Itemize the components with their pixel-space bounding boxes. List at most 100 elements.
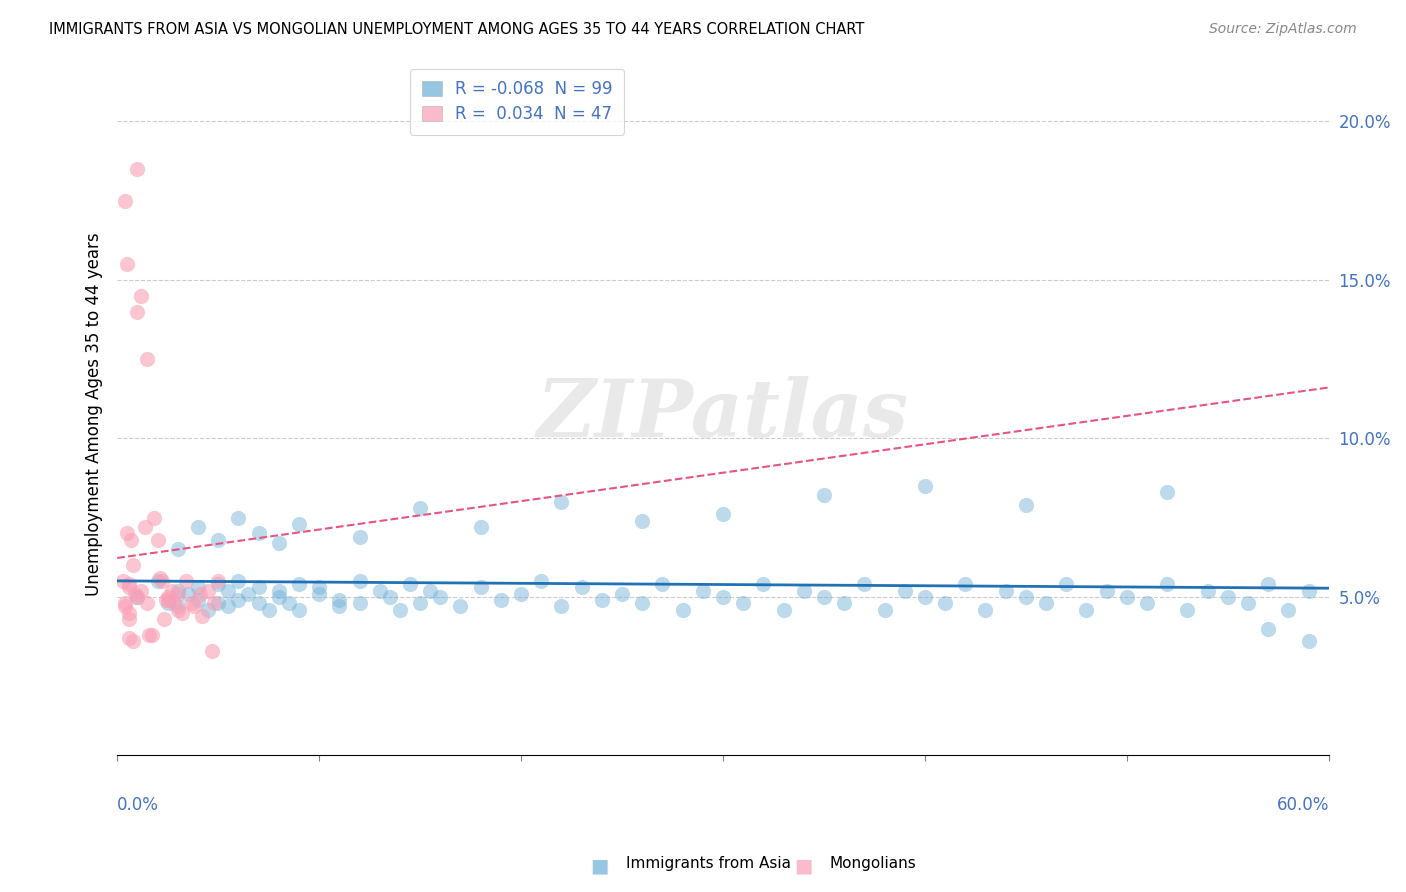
Point xyxy=(489,593,512,607)
Point xyxy=(1076,602,1098,616)
Text: Source: ZipAtlas.com: Source: ZipAtlas.com xyxy=(1209,22,1357,37)
Point xyxy=(118,606,141,620)
Point xyxy=(197,602,219,616)
Point xyxy=(429,590,451,604)
Point xyxy=(134,520,156,534)
Point xyxy=(127,590,149,604)
Point xyxy=(152,612,174,626)
Point xyxy=(893,583,915,598)
Point xyxy=(247,580,270,594)
Point xyxy=(419,583,441,598)
Point xyxy=(651,577,673,591)
Point xyxy=(550,599,572,614)
Legend: R = -0.068  N = 99, R =  0.034  N = 47: R = -0.068 N = 99, R = 0.034 N = 47 xyxy=(411,69,624,135)
Point xyxy=(1095,583,1118,598)
Point xyxy=(349,530,371,544)
Point xyxy=(138,628,160,642)
Point xyxy=(974,602,997,616)
Point xyxy=(156,593,179,607)
Point xyxy=(267,536,290,550)
Point xyxy=(914,590,936,604)
Point xyxy=(308,587,330,601)
Point xyxy=(228,510,250,524)
Point xyxy=(328,599,350,614)
Point xyxy=(832,596,855,610)
Point xyxy=(470,520,492,534)
Point xyxy=(328,593,350,607)
Point xyxy=(571,580,593,594)
Point xyxy=(166,602,188,616)
Point xyxy=(550,495,572,509)
Point xyxy=(118,612,141,626)
Point xyxy=(1177,602,1199,616)
Point xyxy=(308,580,330,594)
Point xyxy=(1054,577,1077,591)
Point xyxy=(156,596,179,610)
Point xyxy=(155,593,177,607)
Point xyxy=(1015,590,1038,604)
Point xyxy=(166,583,188,598)
Point xyxy=(114,194,136,208)
Point xyxy=(530,574,553,588)
Text: Immigrants from Asia: Immigrants from Asia xyxy=(626,856,790,871)
Point xyxy=(1035,596,1057,610)
Point xyxy=(146,574,169,588)
Point xyxy=(1298,634,1320,648)
Text: 0.0%: 0.0% xyxy=(117,797,159,814)
Point xyxy=(136,352,159,367)
Point xyxy=(118,631,141,645)
Point xyxy=(450,599,472,614)
Point xyxy=(201,644,224,658)
Point xyxy=(170,606,193,620)
Point xyxy=(1136,596,1159,610)
Point xyxy=(183,599,205,614)
Point xyxy=(399,577,422,591)
Point xyxy=(166,587,188,601)
Point xyxy=(174,574,197,588)
Point xyxy=(1115,590,1137,604)
Point xyxy=(409,501,432,516)
Point xyxy=(127,161,149,176)
Point xyxy=(127,590,149,604)
Point xyxy=(853,577,876,591)
Text: Mongolians: Mongolians xyxy=(830,856,917,871)
Point xyxy=(142,510,165,524)
Point xyxy=(197,583,219,598)
Point xyxy=(120,533,142,547)
Point xyxy=(692,583,714,598)
Point xyxy=(349,596,371,610)
Point xyxy=(610,587,633,601)
Point xyxy=(114,596,136,610)
Point xyxy=(180,596,202,610)
Point xyxy=(257,602,280,616)
Point xyxy=(146,533,169,547)
Point xyxy=(772,602,794,616)
Point xyxy=(124,587,146,601)
Point xyxy=(1015,498,1038,512)
Point xyxy=(591,593,613,607)
Point xyxy=(131,583,153,598)
Point xyxy=(388,602,411,616)
Point xyxy=(1197,583,1219,598)
Point xyxy=(207,533,229,547)
Point xyxy=(228,593,250,607)
Point xyxy=(914,479,936,493)
Point xyxy=(752,577,775,591)
Point xyxy=(813,488,835,502)
Point xyxy=(955,577,977,591)
Point xyxy=(671,602,693,616)
Point xyxy=(409,596,432,610)
Point xyxy=(156,590,179,604)
Point xyxy=(188,587,211,601)
Point xyxy=(207,577,229,591)
Text: ZIPatlas: ZIPatlas xyxy=(537,376,910,453)
Point xyxy=(118,577,141,591)
Point xyxy=(1156,577,1178,591)
Text: IMMIGRANTS FROM ASIA VS MONGOLIAN UNEMPLOYMENT AMONG AGES 35 TO 44 YEARS CORRELA: IMMIGRANTS FROM ASIA VS MONGOLIAN UNEMPL… xyxy=(49,22,865,37)
Point xyxy=(994,583,1017,598)
Point xyxy=(160,583,183,598)
Point xyxy=(1257,577,1279,591)
Point xyxy=(349,574,371,588)
Point xyxy=(368,583,391,598)
Point xyxy=(150,574,173,588)
